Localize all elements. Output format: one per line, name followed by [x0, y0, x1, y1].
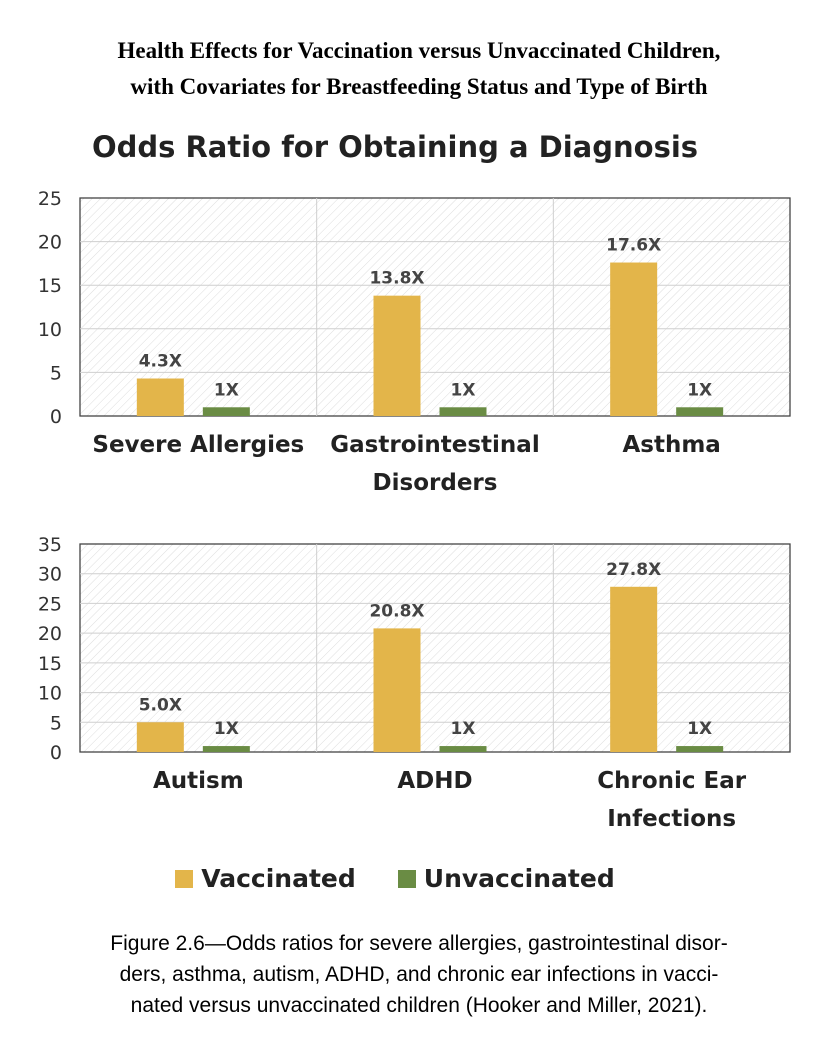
y-tick-label: 15: [38, 653, 62, 675]
data-label: 1X: [687, 380, 712, 400]
chart-title: Odds Ratio for Obtaining a Diagnosis: [91, 130, 699, 164]
bar-vaccinated: [610, 586, 658, 752]
figure-caption: Figure 2.6—Odds ratios for severe allerg…: [40, 928, 798, 1021]
category-label: Gastrointestinal: [330, 432, 539, 458]
caption-line-3: nated versus unvaccinated children (Hook…: [130, 994, 708, 1017]
legend-label-vaccinated: Vaccinated: [201, 864, 356, 893]
data-label: 1X: [451, 719, 476, 739]
plot-area: [79, 197, 791, 417]
chart-bottom: 0 5 10 15 20 25 30 35 5.0X 1X Autism 20.8X 1X ADHD 27.…: [38, 534, 791, 832]
plot-area: [79, 543, 791, 753]
data-label: 1X: [214, 380, 239, 400]
y-tick-label: 25: [38, 593, 62, 615]
heading-line-1: Health Effects for Vaccination versus Un…: [117, 38, 721, 63]
bar-unvaccinated: [202, 407, 250, 416]
category-label: Autism: [153, 768, 244, 794]
data-label: 1X: [451, 380, 476, 400]
data-label: 20.8X: [369, 601, 424, 621]
y-tick-label: 5: [50, 712, 62, 734]
heading-line-2: with Covariates for Breastfeeding Status…: [130, 74, 708, 99]
data-label: 17.6X: [606, 236, 661, 256]
bar-vaccinated: [136, 378, 184, 416]
legend: Vaccinated Unvaccinated: [0, 864, 790, 893]
y-tick-label: 20: [38, 232, 62, 254]
y-tick-label: 0: [50, 742, 62, 764]
category-label: Asthma: [622, 432, 720, 458]
category-label: Chronic Ear: [597, 768, 747, 794]
y-tick-label: 20: [38, 623, 62, 645]
y-tick-label: 25: [38, 188, 62, 210]
data-label: 1X: [214, 719, 239, 739]
legend-swatch-vaccinated: [175, 869, 194, 888]
data-label: 5.0X: [139, 695, 182, 715]
bar-unvaccinated: [439, 407, 487, 416]
caption-line-2: ders, asthma, autism, ADHD, and chronic …: [119, 963, 719, 986]
bar-unvaccinated: [676, 746, 724, 752]
legend-item-vaccinated: Vaccinated: [175, 864, 356, 893]
y-tick-label: 15: [38, 275, 62, 297]
data-label: 4.3X: [139, 352, 182, 372]
y-tick-label: 10: [38, 319, 62, 341]
y-tick-label: 35: [38, 534, 62, 556]
caption-line-1: Figure 2.6—Odds ratios for severe allerg…: [110, 932, 728, 955]
category-label: Disorders: [373, 470, 498, 496]
chart-top: 0 5 10 15 20 25 4.3X 1X Severe Allergies 13.8X 1X G…: [38, 188, 791, 496]
y-tick-label: 30: [38, 564, 62, 586]
data-label: 27.8X: [606, 560, 661, 580]
bar-unvaccinated: [439, 746, 487, 752]
category-label: Infections: [607, 806, 736, 832]
category-label: ADHD: [397, 768, 472, 794]
data-label: 1X: [687, 719, 712, 739]
category-label: Severe Allergies: [92, 432, 304, 458]
data-label: 13.8X: [369, 269, 424, 289]
y-tick-label: 5: [50, 362, 62, 384]
legend-swatch-unvaccinated: [397, 869, 416, 888]
y-tick-label: 10: [38, 683, 62, 705]
y-tick-label: 0: [50, 406, 62, 428]
bar-unvaccinated: [202, 746, 250, 752]
bar-vaccinated: [610, 262, 658, 416]
bar-vaccinated: [136, 722, 184, 752]
bar-vaccinated: [373, 628, 421, 752]
bar-vaccinated: [373, 295, 421, 416]
legend-item-unvaccinated: Unvaccinated: [397, 864, 615, 893]
legend-label-unvaccinated: Unvaccinated: [423, 864, 615, 893]
bar-unvaccinated: [676, 407, 724, 416]
